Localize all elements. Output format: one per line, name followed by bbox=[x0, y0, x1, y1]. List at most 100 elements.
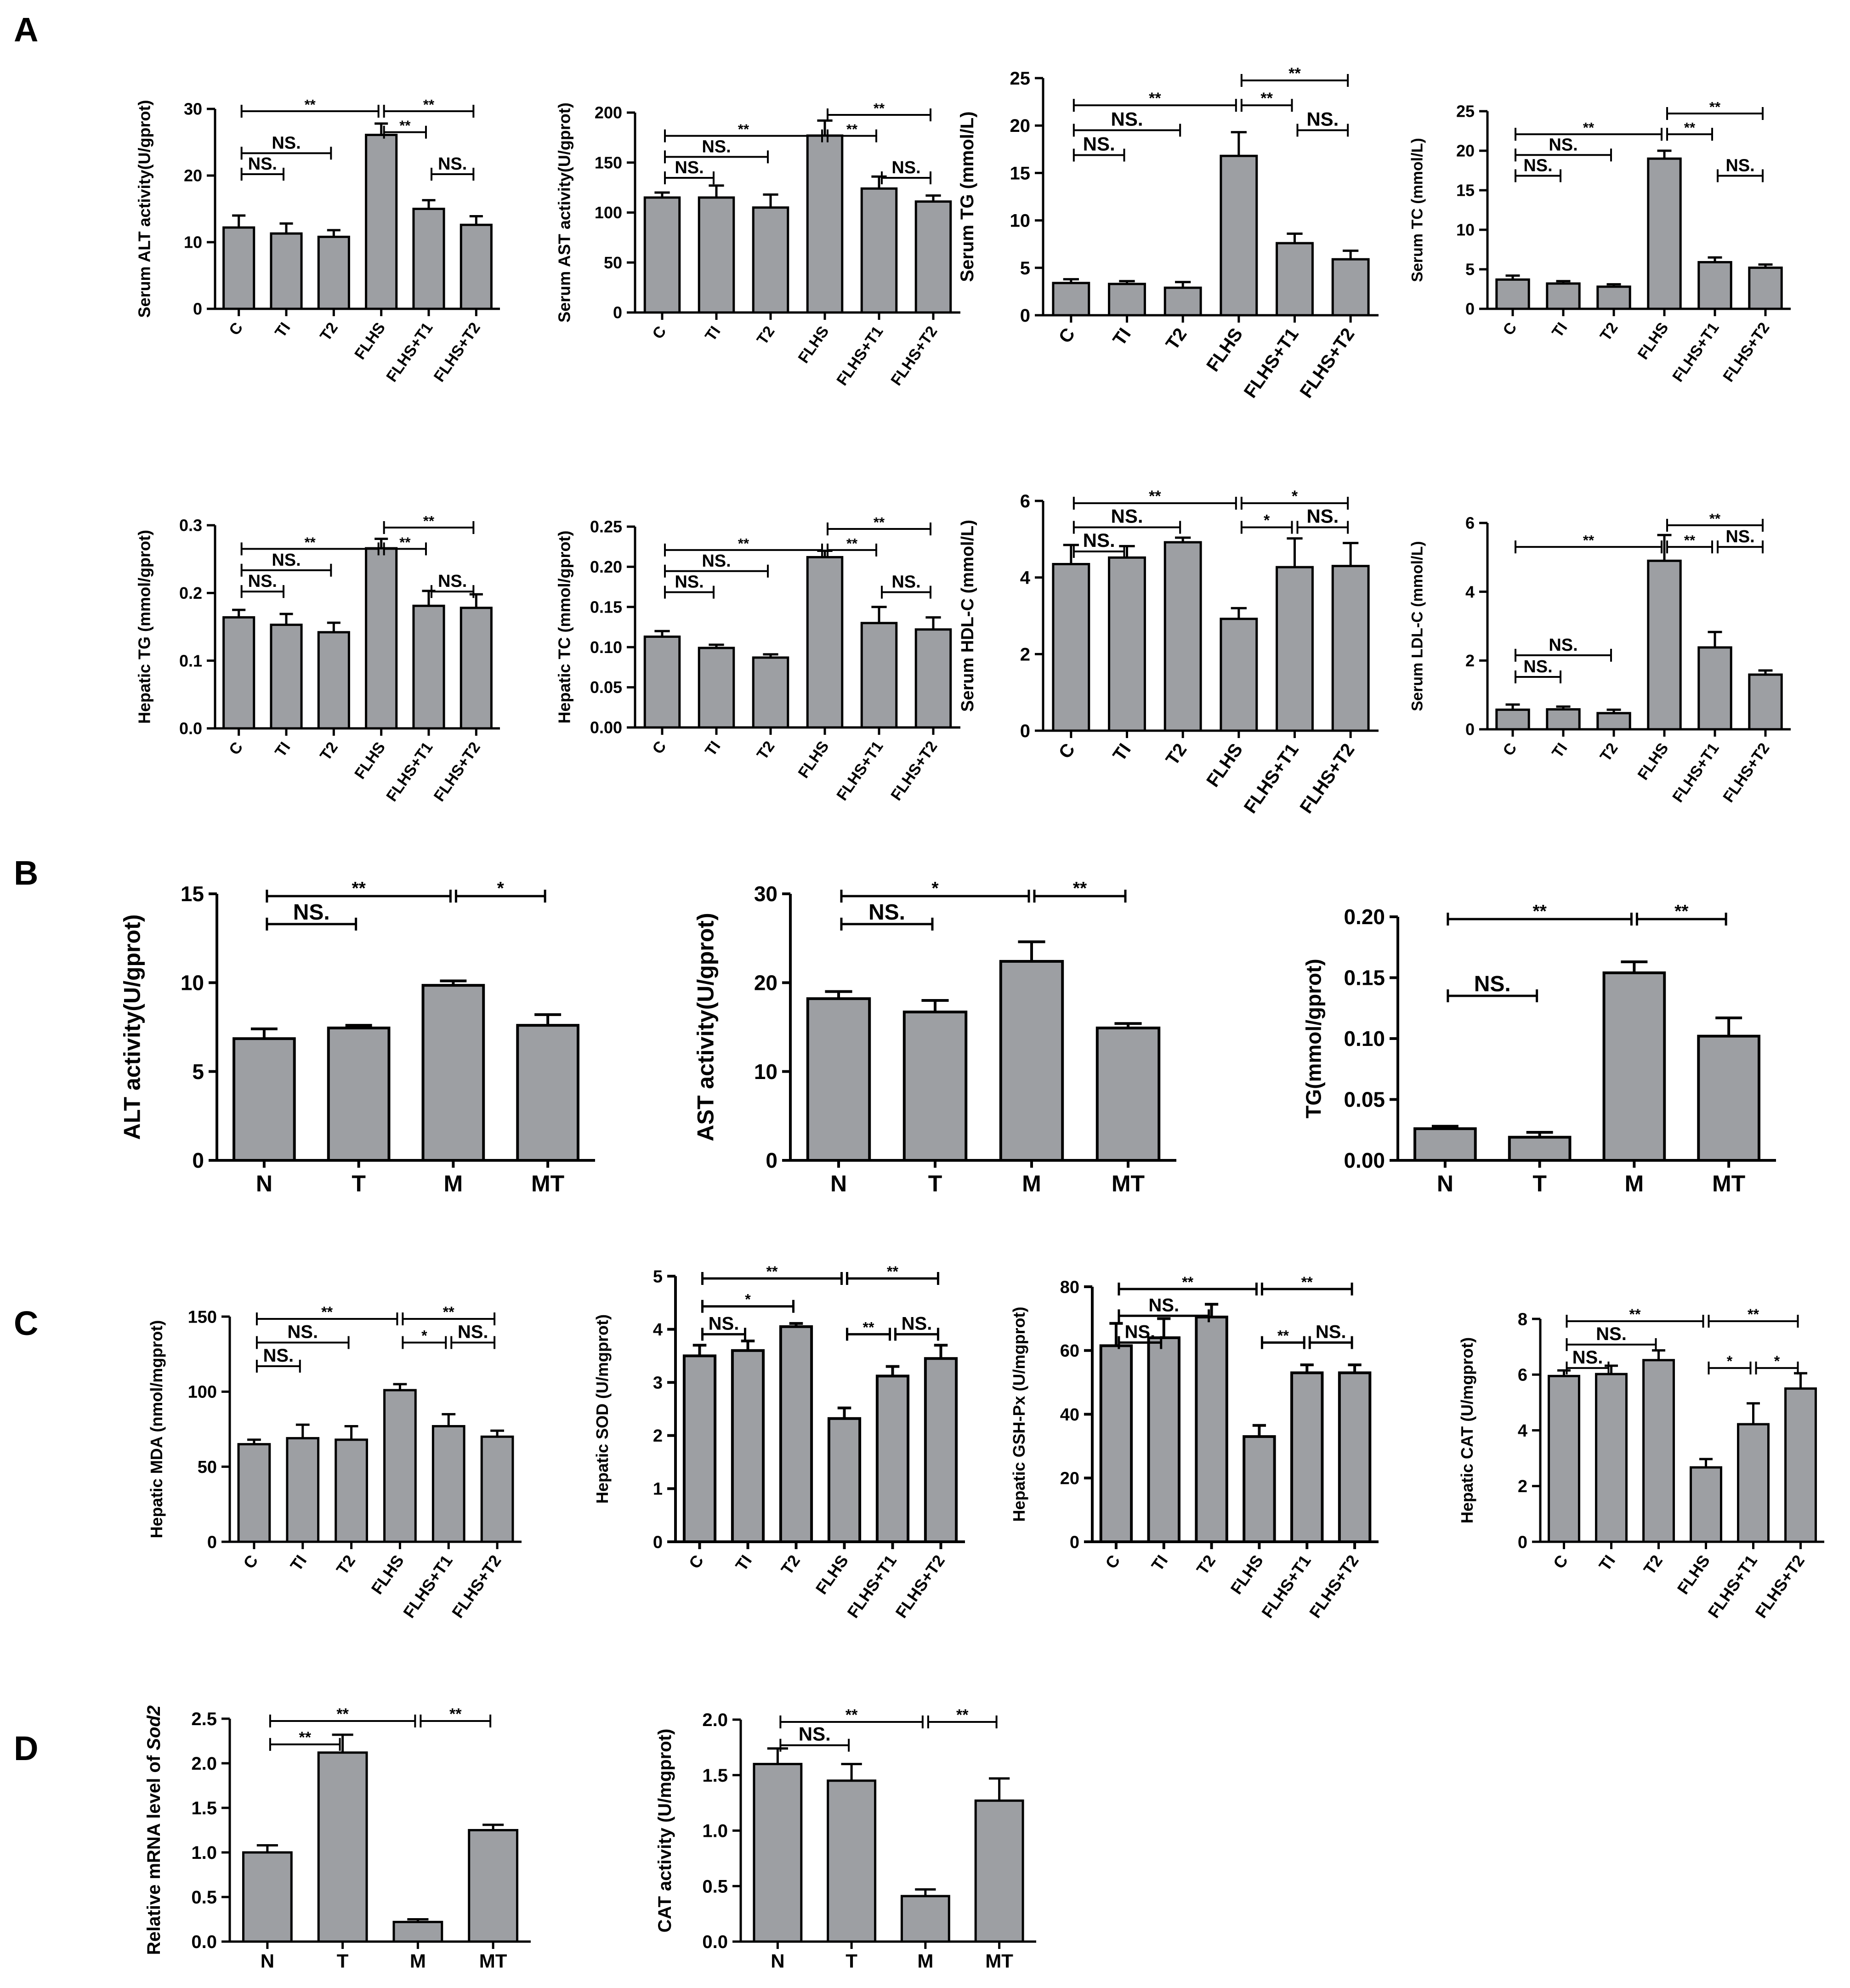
category-label: FLHS+T1 bbox=[1669, 319, 1722, 385]
category-label: C bbox=[1101, 1551, 1124, 1572]
bar bbox=[1602, 971, 1666, 1162]
category-label: M bbox=[1625, 1171, 1644, 1197]
significance-label: ** bbox=[1073, 879, 1087, 898]
significance-label: ** bbox=[874, 514, 885, 530]
category-label: FLHS+T1 bbox=[833, 738, 886, 804]
y-tick-label: 0.15 bbox=[590, 597, 622, 616]
bar bbox=[806, 556, 844, 729]
category-label: TI bbox=[1147, 1551, 1171, 1574]
bar bbox=[460, 607, 493, 730]
bar bbox=[752, 206, 789, 314]
category-label: TI bbox=[272, 319, 294, 341]
y-tick-label: 0.20 bbox=[590, 557, 622, 576]
y-tick-label: 2 bbox=[1465, 651, 1475, 670]
y-tick-label: 0 bbox=[193, 300, 202, 318]
category-label: M bbox=[917, 1950, 933, 1972]
category-label: TI bbox=[1109, 324, 1135, 349]
bar bbox=[327, 1026, 391, 1162]
bar bbox=[1413, 1127, 1477, 1162]
bar bbox=[1108, 556, 1146, 732]
y-tick-label: 0.05 bbox=[1344, 1088, 1385, 1112]
category-label: TI bbox=[702, 323, 724, 345]
y-tick-label: 60 bbox=[1060, 1341, 1079, 1361]
significance-label: NS. bbox=[293, 900, 330, 925]
bar bbox=[237, 1443, 271, 1543]
bar bbox=[1220, 154, 1258, 317]
bar bbox=[335, 1438, 368, 1543]
y-tick-label: 0.10 bbox=[1344, 1027, 1385, 1051]
bar bbox=[1052, 563, 1090, 732]
category-label: C bbox=[1499, 319, 1520, 339]
significance-label: ** bbox=[1583, 119, 1595, 136]
bar bbox=[1596, 712, 1631, 731]
y-tick-label: 80 bbox=[1060, 1278, 1079, 1297]
significance-label: ** bbox=[305, 534, 316, 550]
significance-label: ** bbox=[1149, 488, 1161, 505]
category-label: FLHS+T1 bbox=[1240, 740, 1303, 817]
y-tick-label: 1.0 bbox=[702, 1821, 728, 1841]
category-label: MT bbox=[479, 1950, 507, 1972]
significance-label: * bbox=[421, 1327, 427, 1344]
y-tick-label: 6 bbox=[1518, 1366, 1527, 1385]
y-tick-label: 20 bbox=[754, 971, 777, 994]
y-tick-label: 0.00 bbox=[1344, 1148, 1385, 1172]
significance-label: * bbox=[745, 1291, 751, 1308]
bar bbox=[1642, 1359, 1675, 1543]
bar bbox=[1748, 267, 1783, 310]
significance-label: ** bbox=[423, 513, 435, 529]
category-label: TI bbox=[286, 1551, 310, 1574]
significance-label: ** bbox=[1277, 1328, 1289, 1344]
bar bbox=[1331, 258, 1370, 317]
category-label: M bbox=[410, 1950, 426, 1972]
significance-label: NS. bbox=[675, 573, 704, 592]
significance-label: ** bbox=[399, 118, 411, 134]
bar bbox=[1331, 565, 1370, 732]
y-tick-label: 20 bbox=[184, 166, 202, 185]
significance-label: * bbox=[1727, 1353, 1733, 1369]
y-tick-label: 200 bbox=[595, 103, 622, 122]
significance-label: NS. bbox=[1124, 1322, 1155, 1342]
bar bbox=[222, 226, 255, 310]
category-label: T bbox=[846, 1950, 857, 1972]
significance-label: ** bbox=[766, 1263, 778, 1280]
category-label: M bbox=[1022, 1171, 1041, 1197]
bar bbox=[516, 1024, 579, 1162]
bar bbox=[365, 547, 398, 730]
chart-a8: 0 2 4 6 Serum LDL-C (mmol/L) C TI T2 FLHSFLHS+T1… bbox=[1408, 511, 1791, 806]
category-label: FLHS+T1 bbox=[833, 323, 886, 389]
bar bbox=[900, 1895, 950, 1943]
bar bbox=[731, 1349, 765, 1544]
bar bbox=[460, 223, 493, 310]
significance-label: NS. bbox=[1083, 133, 1115, 155]
significance-label: ** bbox=[738, 121, 749, 137]
y-tick-label: 2 bbox=[1518, 1477, 1527, 1496]
category-label: TI bbox=[272, 739, 294, 761]
category-label: T2 bbox=[1597, 740, 1622, 765]
y-tick-label: 2.5 bbox=[191, 1709, 217, 1729]
y-tick-label: 4 bbox=[653, 1320, 663, 1340]
y-tick-label: 0 bbox=[1518, 1533, 1527, 1552]
significance-label: NS. bbox=[1111, 108, 1143, 130]
significance-label: NS. bbox=[891, 158, 920, 177]
bar bbox=[365, 134, 398, 310]
significance-label: * bbox=[931, 879, 939, 898]
y-tick-label: 0.00 bbox=[590, 718, 622, 737]
category-label: T2 bbox=[754, 738, 778, 763]
category-label: T2 bbox=[1640, 1551, 1666, 1578]
chart-c2: 0 1 2 3 4 5 Hepatic SOD (U/mgprot) C TI T2 FLHS FLH… bbox=[593, 1263, 965, 1621]
significance-label: NS. bbox=[702, 551, 731, 571]
y-tick-label: 4 bbox=[1465, 582, 1475, 601]
bar bbox=[914, 628, 952, 729]
bar bbox=[698, 196, 735, 314]
y-tick-label: 5 bbox=[653, 1267, 663, 1286]
significance-label: ** bbox=[1748, 1306, 1759, 1323]
y-tick-label: 0.05 bbox=[590, 678, 622, 697]
category-label: FLHS+T2 bbox=[1296, 740, 1358, 817]
y-tick-label: 1.5 bbox=[191, 1798, 217, 1818]
y-tick-label: 20 bbox=[1010, 116, 1031, 136]
y-tick-label: 0.2 bbox=[179, 584, 202, 602]
category-label: FLHS bbox=[367, 1551, 408, 1598]
bar bbox=[806, 134, 844, 314]
